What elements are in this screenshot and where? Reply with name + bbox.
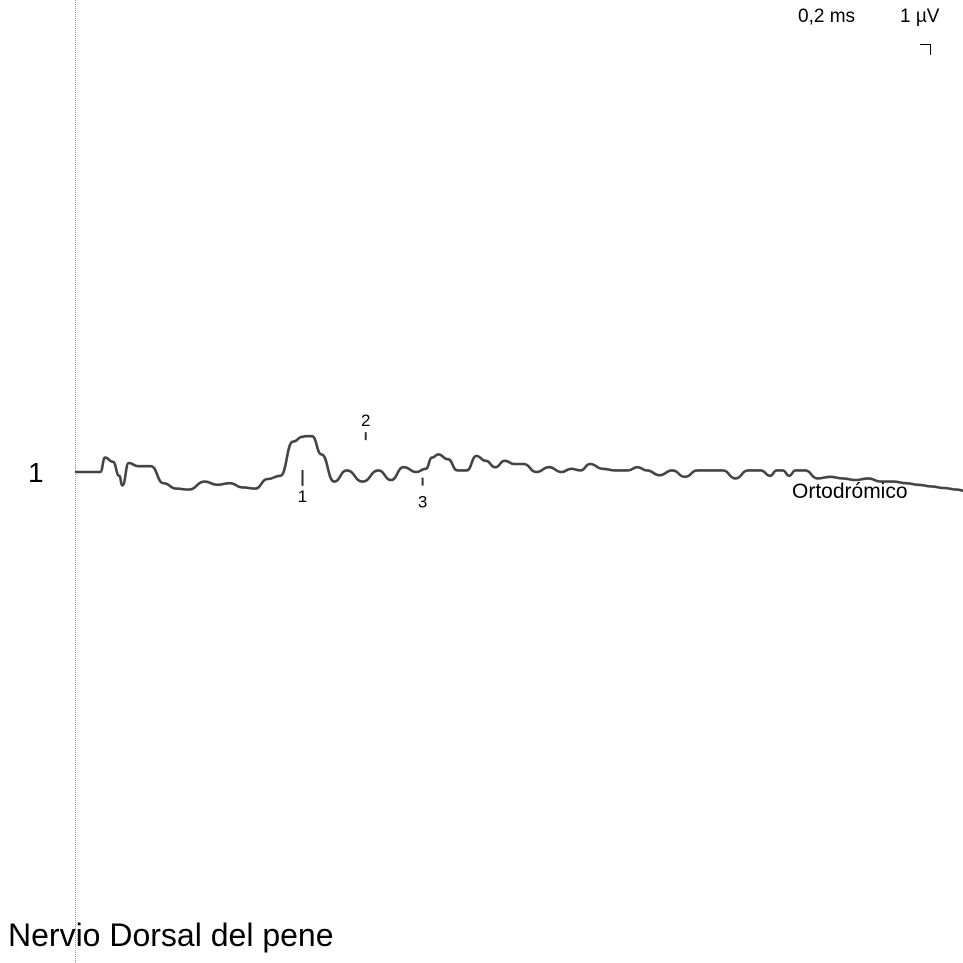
marker-label: 1 [298, 487, 307, 506]
nerve-title: Nervio Dorsal del pene [8, 917, 334, 953]
stimulus-line [75, 0, 76, 963]
marker-2: 2 [361, 411, 370, 441]
marker-3: 3 [418, 477, 427, 512]
trace-label: Ortodrómico [792, 480, 908, 503]
amplitude-scale-label: 1 µV [900, 6, 940, 27]
scale-bar-icon [920, 44, 931, 55]
trace-number: 1 [28, 457, 44, 488]
time-scale-label: 0,2 ms [798, 6, 856, 27]
marker-label: 2 [361, 411, 370, 430]
marker-label: 3 [418, 493, 427, 512]
waveform-trace-1 [75, 434, 963, 493]
marker-1: 1 [298, 469, 307, 506]
